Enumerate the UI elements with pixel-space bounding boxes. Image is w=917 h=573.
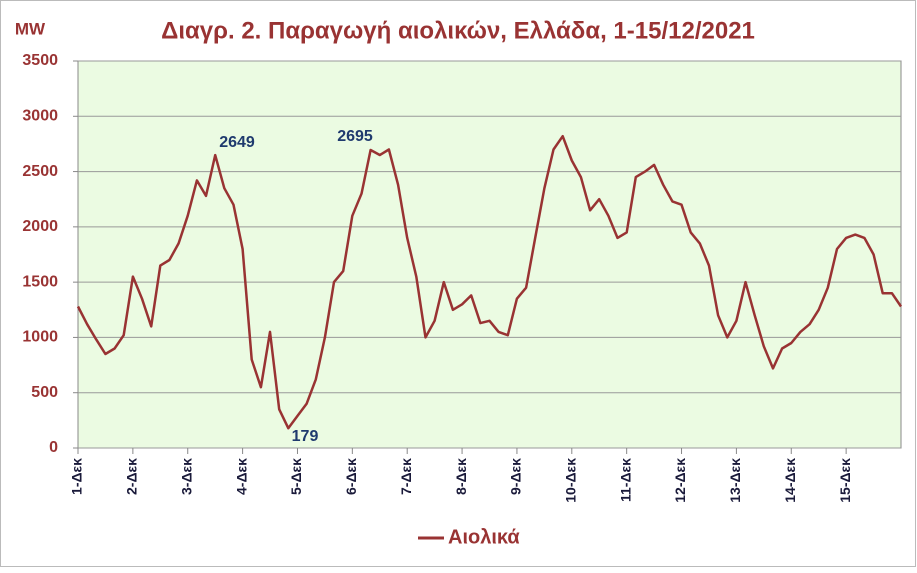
x-tick-label: 14-Δεκ bbox=[782, 458, 798, 503]
x-tick-label: 2-Δεκ bbox=[124, 458, 140, 495]
x-tick-label: 11-Δεκ bbox=[617, 458, 633, 502]
y-tick-label: 1500 bbox=[22, 273, 58, 290]
x-tick-label: 12-Δεκ bbox=[672, 458, 688, 503]
chart-title: Διαγρ. 2. Παραγωγή αιολικών, Ελλάδα, 1-1… bbox=[161, 17, 755, 44]
x-tick-label: 6-Δεκ bbox=[343, 458, 359, 495]
y-axis-label: MW bbox=[15, 19, 46, 38]
x-tick-label: 8-Δεκ bbox=[453, 458, 469, 495]
x-tick-label: 10-Δεκ bbox=[563, 458, 579, 503]
x-tick-label: 3-Δεκ bbox=[178, 458, 194, 495]
annotation: 2649 bbox=[219, 134, 255, 151]
legend-label: Αιολικά bbox=[448, 526, 520, 548]
x-tick-label: 7-Δεκ bbox=[398, 458, 414, 495]
series-line bbox=[76, 134, 903, 430]
y-tick-label: 2500 bbox=[22, 163, 58, 180]
annotation: 2695 bbox=[337, 128, 373, 145]
y-tick-label: 3000 bbox=[22, 108, 58, 125]
x-tick-label: 13-Δεκ bbox=[727, 458, 743, 503]
y-tick-label: 2000 bbox=[22, 218, 58, 235]
x-tick-label: 5-Δεκ bbox=[288, 458, 304, 495]
annotation: 179 bbox=[292, 428, 319, 445]
y-tick-label: 500 bbox=[31, 384, 58, 401]
y-tick-label: 3500 bbox=[22, 52, 58, 69]
y-tick-label: 0 bbox=[49, 439, 58, 456]
plot-area bbox=[77, 60, 902, 449]
x-tick-label: 4-Δεκ bbox=[233, 458, 249, 495]
y-tick-label: 1000 bbox=[22, 329, 58, 346]
x-tick-label: 15-Δεκ bbox=[837, 458, 853, 503]
x-tick-label: 1-Δεκ bbox=[69, 458, 85, 495]
x-tick-label: 9-Δεκ bbox=[508, 458, 524, 495]
